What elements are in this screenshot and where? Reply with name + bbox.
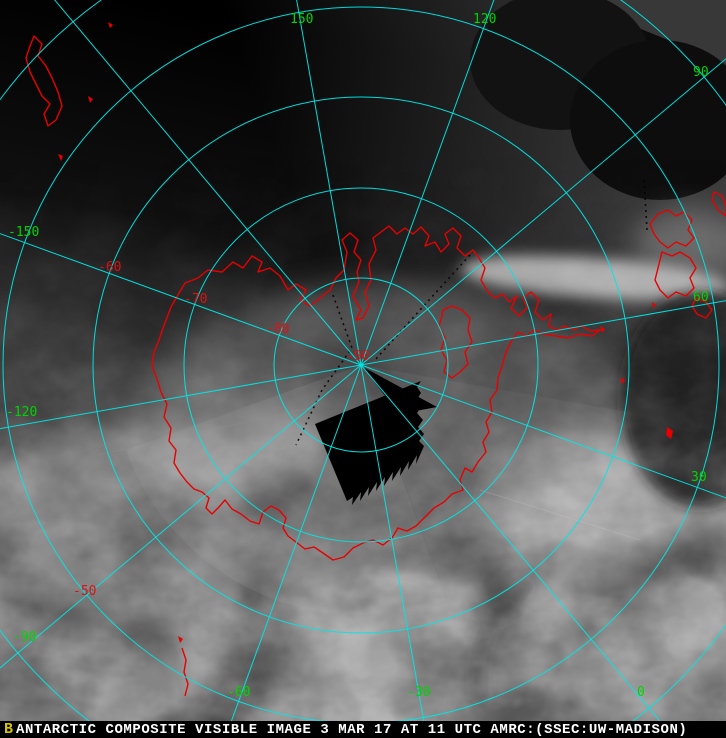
longitude-radial — [360, 364, 428, 738]
longitude-radial — [360, 58, 726, 366]
coastline-layer — [25, 22, 726, 697]
antarctica-coastline — [151, 225, 601, 561]
dotted-track — [295, 294, 353, 446]
longitude-radial — [360, 364, 726, 499]
longitude-radial — [0, 364, 362, 669]
dotted-track — [374, 254, 471, 361]
latitude-circle — [92, 96, 630, 634]
island-coastline — [649, 209, 695, 249]
missing-data-wedge — [315, 367, 437, 505]
longitude-radial — [360, 0, 495, 366]
island-coastline — [181, 647, 189, 697]
island-coastline — [711, 191, 726, 217]
longitude-radial — [296, 0, 362, 366]
dotted-track — [643, 179, 648, 231]
latitude-circle — [273, 277, 449, 453]
longitude-radial — [0, 233, 362, 366]
track-layer — [295, 179, 648, 446]
status-bar-text: ANTARCTIC COMPOSITE VISIBLE IMAGE 3 MAR … — [16, 722, 688, 738]
small-islands — [58, 22, 673, 643]
longitude-radial — [0, 364, 362, 430]
latitude-circle — [183, 187, 539, 543]
island-coastline — [691, 297, 713, 319]
island-coastline — [654, 251, 697, 299]
status-bar: B ANTARCTIC COMPOSITE VISIBLE IMAGE 3 MA… — [0, 721, 726, 738]
longitude-radial — [54, 0, 362, 366]
longitude-radial — [360, 300, 726, 366]
longitude-radial — [360, 364, 675, 738]
island-coastline — [25, 35, 63, 127]
ross-ice-shelf-edge — [438, 305, 473, 379]
station-marker: B — [4, 721, 14, 738]
